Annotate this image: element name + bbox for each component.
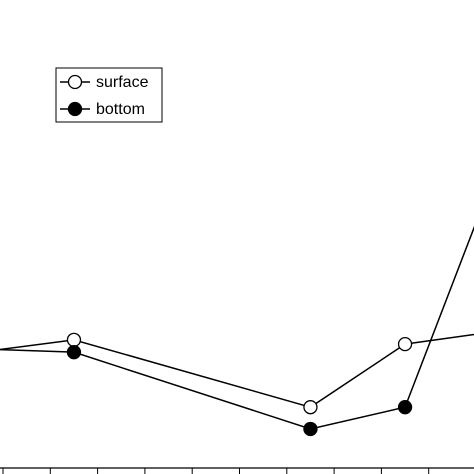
- point: [397, 336, 413, 352]
- legend-label: bottom: [96, 101, 145, 118]
- legend-label: surface: [96, 74, 149, 91]
- point: [66, 332, 82, 348]
- series-line: [0, 225, 474, 430]
- point: [303, 421, 318, 437]
- legend-marker: [67, 74, 83, 90]
- legend-marker: [67, 101, 83, 117]
- point: [66, 345, 82, 360]
- point: [303, 400, 318, 415]
- point: [397, 400, 413, 415]
